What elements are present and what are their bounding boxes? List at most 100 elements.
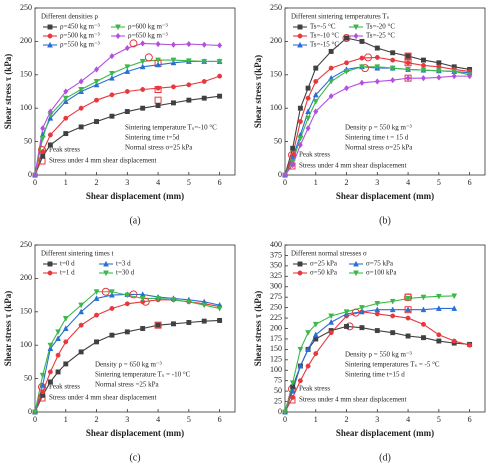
marker — [47, 108, 53, 115]
marker — [405, 74, 411, 82]
x-tick-label: 6 — [218, 178, 222, 187]
marker — [217, 318, 223, 323]
marker — [109, 74, 115, 81]
marker — [139, 295, 146, 302]
y-tick-label: 0 — [28, 407, 32, 416]
y-tick-label: 100 — [20, 340, 32, 349]
x-tick-label: 1 — [314, 178, 318, 187]
marker — [139, 63, 146, 70]
marker — [170, 297, 177, 304]
y-tick-label: 25 — [274, 396, 282, 405]
marker — [93, 79, 100, 85]
annotation: Sintering temperature Tₛ=-10 °C — [125, 124, 217, 132]
legend-label: Peak stress — [49, 383, 80, 391]
y-tick-label: 150 — [20, 307, 32, 316]
legend-label: Stress under 4 mm shear displacement — [299, 396, 407, 404]
legend-label: Ts=-15 °C — [310, 41, 339, 49]
legend-marker — [297, 41, 303, 48]
marker — [171, 321, 176, 327]
marker — [109, 332, 115, 338]
marker — [313, 108, 319, 115]
x-tick-label: 1 — [64, 415, 68, 424]
annotation: Density ρ = 550 kg m⁻³ — [345, 351, 412, 359]
marker — [55, 335, 61, 341]
y-tick-label: 50 — [24, 373, 32, 382]
series-line — [284, 307, 455, 413]
marker — [63, 115, 69, 121]
marker — [55, 352, 61, 358]
legend-label: t=1 d — [60, 269, 75, 277]
series-line — [34, 75, 220, 176]
marker — [421, 321, 426, 327]
legend-label: ρ=450 kg m⁻³ — [60, 23, 100, 31]
legend-label: σ=100 kPa — [366, 269, 397, 277]
marker — [186, 320, 192, 325]
marker — [63, 131, 69, 137]
marker — [201, 318, 207, 324]
legend-label: ρ=600 kg m⁻³ — [128, 23, 168, 31]
x-tick-label: 3 — [375, 178, 379, 187]
marker — [436, 332, 442, 338]
marker — [328, 313, 335, 320]
marker — [467, 72, 473, 80]
marker — [201, 302, 208, 309]
y-tick-label: 0 — [278, 407, 282, 416]
marker — [93, 289, 100, 296]
marker — [39, 135, 46, 142]
legend-marker — [297, 33, 303, 39]
marker — [313, 351, 319, 356]
marker — [94, 339, 99, 345]
x-axis-label: Shear displacement (mm) — [336, 428, 434, 438]
marker — [405, 60, 411, 66]
y-tick-label: 50 — [274, 136, 282, 145]
stress-4mm-marker — [404, 52, 412, 60]
marker — [313, 79, 319, 84]
marker — [94, 312, 99, 318]
marker — [344, 60, 349, 66]
x-tick-label: 1 — [314, 415, 318, 424]
marker — [451, 305, 458, 311]
y-tick-label: 150 — [270, 344, 282, 353]
panel: 0255075100125150175200225250275300325350… — [253, 240, 486, 463]
marker — [155, 103, 161, 108]
legend-label: Stress under 4 mm shear displacement — [49, 157, 157, 165]
marker — [405, 306, 411, 313]
marker — [374, 45, 380, 51]
x-tick-label: 2 — [345, 415, 349, 424]
marker — [305, 125, 311, 132]
y-tick-label: 175 — [270, 334, 282, 343]
y-tick-label: 300 — [270, 282, 282, 291]
marker — [290, 161, 296, 169]
x-tick-label: 0 — [283, 415, 287, 424]
y-tick-label: 250 — [20, 240, 32, 249]
marker — [420, 67, 427, 74]
marker — [405, 67, 411, 73]
x-tick-label: 3 — [125, 178, 129, 187]
marker — [155, 61, 161, 68]
marker — [94, 97, 99, 103]
legend-title: Different sintering times t — [41, 250, 113, 258]
peak-marker — [351, 308, 360, 317]
stress-4mm-marker — [404, 59, 412, 67]
marker — [328, 48, 334, 54]
marker — [109, 52, 115, 60]
marker — [39, 382, 46, 388]
x-tick-label: 2 — [345, 178, 349, 187]
peak-marker — [129, 290, 138, 299]
peak-marker — [342, 34, 351, 43]
legend-marker — [353, 24, 359, 31]
marker — [289, 387, 296, 394]
legend-marker — [297, 270, 303, 276]
legend-marker — [115, 24, 121, 31]
marker — [305, 363, 311, 369]
marker — [312, 91, 319, 98]
marker — [124, 89, 130, 94]
marker — [47, 379, 53, 385]
marker — [328, 92, 334, 100]
marker — [140, 40, 146, 47]
marker — [186, 40, 192, 48]
y-tick-label: 200 — [20, 36, 32, 45]
annotation: Sintering time t=5d — [125, 134, 180, 142]
y-tick-label: 150 — [20, 70, 32, 79]
marker — [93, 295, 100, 301]
